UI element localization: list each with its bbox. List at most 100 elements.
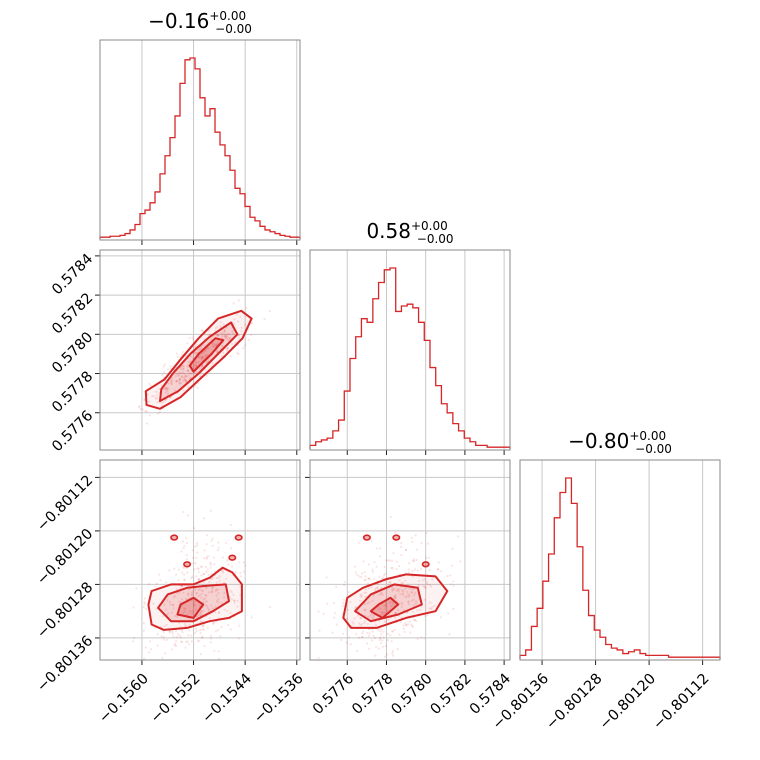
x-tick-label: −0.80128 <box>543 671 605 733</box>
scatter-point <box>357 541 360 544</box>
y-tick-label: −0.80120 <box>34 526 96 588</box>
scatter-point <box>171 632 174 635</box>
scatter-point <box>199 347 202 351</box>
scatter-point <box>183 622 186 625</box>
scatter-point <box>355 633 358 636</box>
scatter-point <box>411 560 414 563</box>
scatter-point <box>371 599 374 602</box>
x-tick-label: −0.1560 <box>96 671 152 727</box>
scatter-point <box>201 589 204 592</box>
scatter-point <box>149 648 152 651</box>
scatter-point <box>371 568 374 571</box>
scatter-point <box>419 567 423 571</box>
scatter-point <box>190 593 193 597</box>
scatter-point <box>211 590 214 593</box>
title-value: 0.58 <box>366 219 411 243</box>
scatter-point <box>219 635 222 638</box>
scatter-point <box>233 318 236 321</box>
scatter-point <box>161 373 164 377</box>
scatter-point <box>210 591 213 594</box>
scatter-point <box>449 574 452 577</box>
scatter-point <box>179 381 182 384</box>
scatter-point <box>411 599 414 602</box>
scatter-point <box>203 337 206 341</box>
scatter-point <box>375 586 378 589</box>
scatter-point <box>374 623 378 627</box>
scatter-point <box>193 364 196 367</box>
scatter-point <box>335 623 338 626</box>
scatter-point <box>197 613 200 616</box>
scatter-point <box>221 333 224 336</box>
scatter-point <box>163 603 166 606</box>
scatter-point <box>167 368 170 371</box>
scatter-point <box>169 601 172 604</box>
title-minus: −0.00 <box>215 22 252 36</box>
scatter-point <box>428 607 431 610</box>
scatter-point <box>195 575 198 578</box>
scatter-point <box>410 623 413 626</box>
scatter-point <box>180 629 184 632</box>
scatter-point <box>182 510 185 514</box>
scatter-point <box>221 556 224 559</box>
scatter-point <box>141 408 144 411</box>
scatter-point <box>204 354 207 357</box>
scatter-point <box>354 606 357 610</box>
scatter-point <box>436 568 439 571</box>
scatter-point <box>217 657 220 660</box>
scatter-point <box>401 603 404 606</box>
scatter-point <box>232 593 235 597</box>
scatter-point <box>268 310 271 313</box>
scatter-point <box>405 595 408 598</box>
scatter-point <box>363 622 366 625</box>
scatter-point <box>207 347 210 350</box>
y-tick-label: 0.5776 <box>49 408 96 455</box>
scatter-point <box>171 630 174 633</box>
scatter-point <box>186 369 189 372</box>
scatter-point <box>152 395 156 398</box>
contour-line <box>369 596 400 619</box>
x-tick-label: −0.80120 <box>597 671 659 733</box>
scatter-point <box>325 576 328 579</box>
scatter-point <box>378 619 381 623</box>
scatter-point <box>160 401 163 404</box>
scatter-point <box>366 631 369 635</box>
scatter-point <box>186 593 189 596</box>
scatter-point <box>191 610 194 613</box>
scatter-point <box>395 568 398 571</box>
scatter-point <box>190 695 192 697</box>
scatter-point <box>175 573 178 576</box>
scatter-point <box>217 598 220 601</box>
scatter-point <box>138 405 141 408</box>
scatter-point <box>391 588 394 591</box>
scatter-point <box>424 614 427 618</box>
scatter-point <box>173 567 176 570</box>
scatter-point <box>176 633 180 636</box>
scatter-point <box>210 604 213 607</box>
scatter-point <box>340 638 343 642</box>
scatter-point <box>199 653 202 656</box>
scatter-point <box>200 613 203 616</box>
scatter-point <box>181 571 184 574</box>
scatter-point <box>199 611 202 615</box>
scatter-point <box>362 560 365 563</box>
scatter-point <box>199 565 202 568</box>
y-tick-label: 0.5780 <box>49 329 96 376</box>
scatter-point <box>423 578 426 581</box>
scatter-point <box>167 392 170 395</box>
scatter-point <box>212 345 215 348</box>
scatter-point <box>206 604 209 608</box>
scatter-point <box>205 600 208 603</box>
scatter-point <box>185 375 188 378</box>
scatter-point <box>365 591 368 594</box>
scatter-point <box>418 579 421 583</box>
scatter-point <box>407 603 410 606</box>
scatter-point <box>361 636 364 639</box>
scatter-point <box>389 600 392 603</box>
scatter-point <box>168 631 171 634</box>
scatter-point <box>209 509 212 512</box>
scatter-point <box>244 344 247 347</box>
scatter-point <box>229 628 233 631</box>
scatter-point <box>381 613 384 616</box>
scatter-point <box>149 384 152 387</box>
scatter-point <box>359 616 362 619</box>
